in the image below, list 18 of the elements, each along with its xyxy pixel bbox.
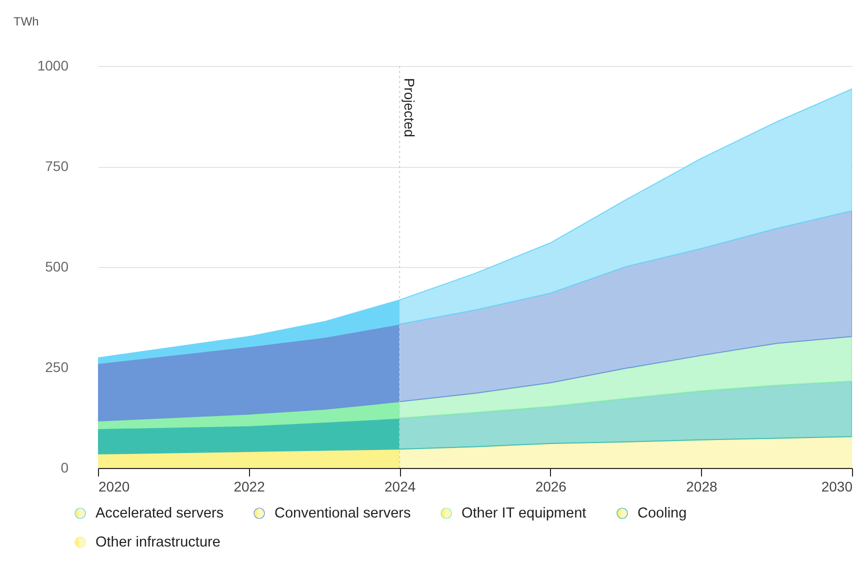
x-tick-label: 2026 [535, 478, 567, 494]
y-tick-label: 1000 [37, 58, 69, 74]
y-tick-label: 750 [45, 158, 69, 174]
y-tick-label: 250 [45, 359, 69, 375]
legend-label: Other infrastructure [96, 534, 220, 550]
legend-label: Conventional servers [274, 505, 411, 522]
y-axis-title: TWh [14, 14, 39, 28]
x-tick-label: 2028 [686, 478, 718, 494]
legend-label: Accelerated servers [96, 505, 224, 522]
x-tick-label: 2022 [234, 478, 266, 494]
x-tick-label: 2024 [384, 478, 416, 494]
ref-line-label: Projected [402, 78, 418, 138]
legend-label: Cooling [638, 505, 687, 522]
x-tick-label: 2030 [821, 478, 853, 494]
y-tick-label: 0 [60, 460, 69, 476]
legend-label: Other IT equipment [462, 505, 586, 522]
y-tick-label: 500 [45, 258, 69, 274]
x-tick-label: 2020 [98, 478, 130, 494]
